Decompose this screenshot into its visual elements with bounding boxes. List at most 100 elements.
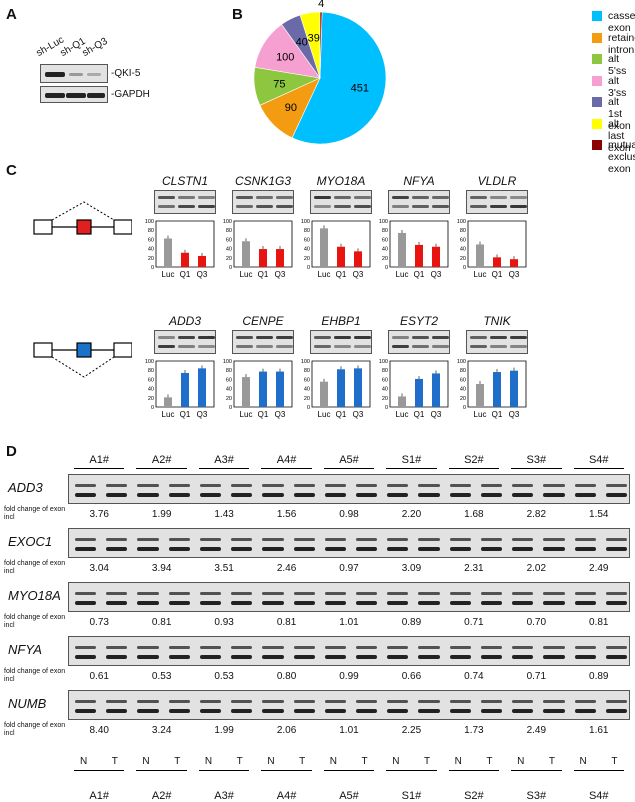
band-lower [387,709,409,713]
x-tick-label: Q3 [353,270,364,279]
group-label-western: A3# [214,790,234,802]
y-tick-label: 20 [382,256,388,262]
group-underline [198,468,250,469]
gene-label: MYO18A [8,588,61,603]
band-lower [231,655,253,659]
y-tick-label: 80 [460,368,466,374]
lane-nt: T [611,756,618,767]
gel-band-lower [256,205,273,208]
chart-frame [311,220,371,268]
band-lower [543,655,565,659]
y-tick-label: 100 [457,219,466,225]
fold-change-value: 1.54 [589,509,609,520]
gel-band-lower [198,205,215,208]
legend-swatch [592,75,602,86]
band-upper [512,538,534,541]
group-label-western: A5# [339,790,359,802]
gel-band-upper [178,196,195,199]
band-upper [106,700,128,703]
bar-Q3 [510,259,518,267]
gel-band-upper [198,336,215,339]
y-tick-label: 100 [223,359,232,365]
y-tick-label: 100 [379,359,388,365]
band-upper [543,484,565,487]
x-tick-label: Q1 [258,270,269,279]
lane-nt: N [142,756,150,767]
y-tick-label: 0 [385,265,388,271]
legend-item: mutually exclusive exon [592,139,635,175]
y-tick-label: 80 [226,368,232,374]
y-tick-label: 40 [382,247,388,253]
y-tick-label: 40 [226,387,232,393]
band-upper [168,700,190,703]
band-lower [543,709,565,713]
legend-label: alt 3'ss [608,74,627,99]
band-upper [605,700,627,703]
lane-underline [323,770,375,771]
fold-change-value: 3.04 [89,563,109,574]
gel-row [68,528,630,558]
x-tick-label: Q3 [431,270,442,279]
band-lower [199,493,222,497]
band-lower [262,547,284,551]
band-lower [574,493,596,497]
band-upper [480,700,503,703]
gel-band-lower [314,205,331,208]
gel-band-upper [470,196,487,199]
band-upper [512,700,534,703]
y-tick-label: 60 [460,377,466,383]
fold-change-value: 2.49 [589,563,609,574]
fold-change-value: 3.51 [214,563,234,574]
gene-title: CSNK1G3 [234,174,292,188]
panel-a-letter: A [6,6,17,23]
lane-nt: T [111,756,118,767]
band-lower [605,493,627,497]
fold-change-value: 0.71 [526,671,547,682]
band-lower [106,709,128,713]
rt-pcr-gel [466,190,528,214]
y-tick-label: 80 [460,228,466,234]
bar-Luc [476,244,484,267]
group-label: S4# [588,454,609,466]
bar-chart: 100 80 60 40 20 0 Luc Q1 Q3 [145,219,215,279]
band-upper [137,646,159,649]
gel-band-upper [178,336,195,339]
band-upper [137,538,159,541]
band-lower [262,709,284,713]
fold-change-value: 1.73 [464,725,484,736]
band-lower [75,709,97,713]
band-lower [512,547,534,551]
fc-label: fold change of exon incl [4,722,66,737]
fold-change-value: 0.66 [401,671,422,682]
y-tick-label: 0 [385,405,388,411]
rt-pcr-gel [310,330,372,354]
bar-Q3 [354,251,362,267]
lane-underline [386,770,437,771]
bar-Q3 [510,370,518,407]
group-underline [74,468,125,469]
band-upper [356,646,378,649]
y-tick-label: 100 [145,359,154,365]
band-upper [324,700,346,703]
legend-swatch [592,97,602,107]
y-tick-label: 0 [307,405,310,411]
gel-band-upper [198,196,215,199]
band-lower [262,655,284,659]
group-label-western: A4# [276,790,297,802]
x-tick-label: Luc [240,270,253,279]
band-lower [106,655,128,659]
band-lower [418,655,440,659]
panel-a: sh-Luc sh-Q1 sh-Q3 -QKI-5 -GAPDH [0,0,230,160]
band-upper [449,538,471,541]
band-upper [418,592,440,595]
bar-Q1 [181,252,189,267]
x-tick-label: Q1 [336,270,347,279]
exon-diagram-up [33,342,132,378]
band-lower [480,601,503,605]
qki5-label: -QKI-5 [111,68,141,79]
x-tick-label: Luc [396,410,409,419]
band-lower [605,655,627,659]
pie-label-0: 451 [351,82,369,94]
gel-band-lower [470,205,487,208]
y-tick-label: 60 [304,237,310,243]
